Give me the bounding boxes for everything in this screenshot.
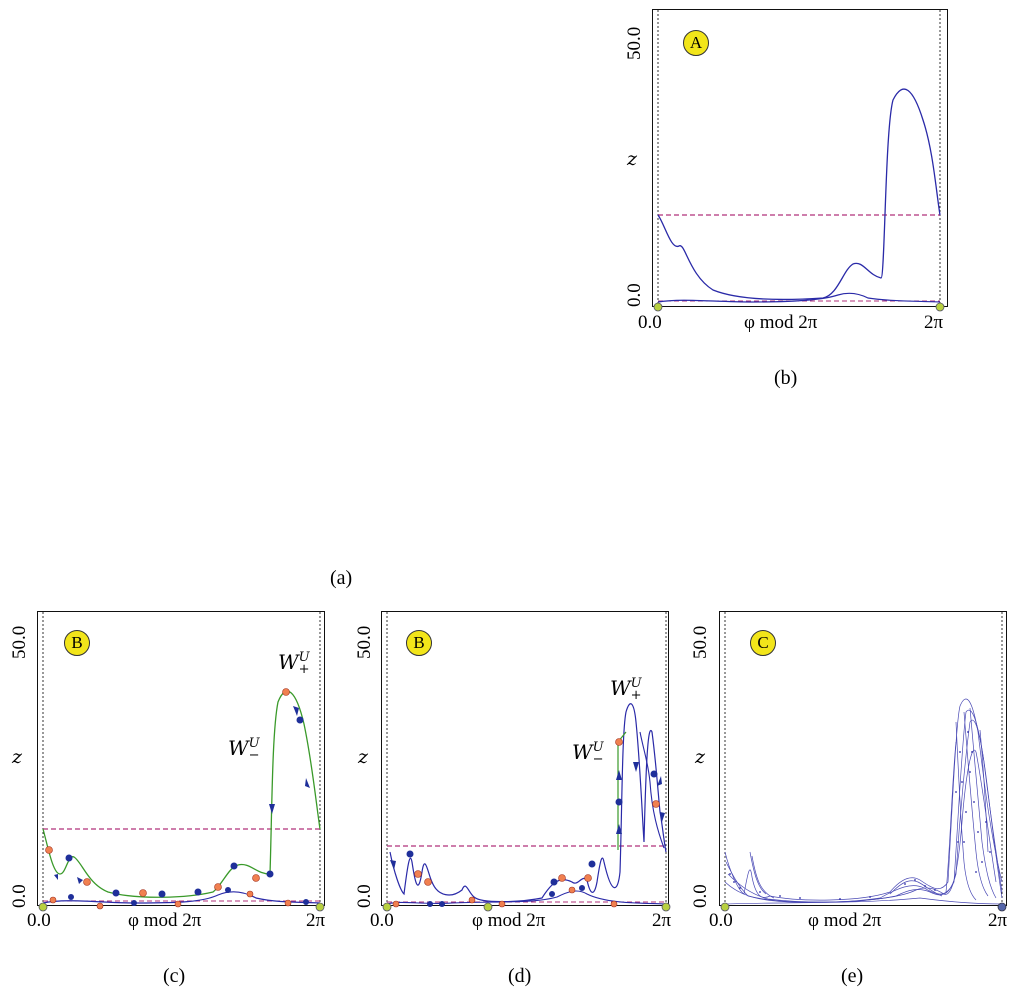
panel-c-w-minus-label: WU − xyxy=(228,735,260,763)
panel-c-w-plus-label: WU + xyxy=(278,649,310,677)
panel-d-caption: (d) xyxy=(508,965,532,987)
panel-d-ylabel: z xyxy=(358,746,369,768)
panel-d-xtick-right: 2π xyxy=(652,910,672,931)
panel-d-ytick-bottom: 0.0 xyxy=(354,884,375,908)
panel-c-ylabel: z xyxy=(12,746,23,768)
panel-b-xtick-left: 0.0 xyxy=(638,312,662,333)
panel-e-xtick-left: 0.0 xyxy=(709,910,733,931)
panel-d-plot-area: B WU + WU − xyxy=(381,611,671,912)
panel-b-ylabel: z xyxy=(627,148,638,170)
panel-b-ytick-bottom: 0.0 xyxy=(624,283,645,307)
panel-c-xtick-right: 2π xyxy=(306,910,326,931)
figure-label-a: (a) xyxy=(330,567,353,589)
panel-c-xtick-left: 0.0 xyxy=(27,910,51,931)
panel-e-badge: C xyxy=(750,630,776,656)
panel-d-ytick-top: 50.0 xyxy=(354,625,375,659)
panel-d-badge: B xyxy=(406,630,432,656)
panel-c-caption: (c) xyxy=(163,965,186,987)
panel-e-caption: (e) xyxy=(841,965,864,987)
panel-e-plot-area: C xyxy=(719,611,1007,912)
panel-e-ytick-top: 50.0 xyxy=(690,625,711,659)
panel-e-xtick-right: 2π xyxy=(988,910,1008,931)
panel-c-ytick-top: 50.0 xyxy=(9,625,30,659)
panel-b-curves xyxy=(653,10,945,312)
panel-d-w-plus-label: WU + xyxy=(610,675,642,703)
panel-b-ytick-top: 50.0 xyxy=(624,26,645,60)
panel-c-badge: B xyxy=(64,630,90,656)
panel-d-curves xyxy=(382,612,671,912)
panel-b-caption: (b) xyxy=(774,367,798,389)
panel-c-xlabel: φ mod 2π xyxy=(128,910,202,931)
panel-b-xtick-right: 2π xyxy=(924,312,944,333)
panel-e-scatter xyxy=(720,612,1007,912)
panel-e-ytick-bottom: 0.0 xyxy=(690,884,711,908)
panel-b-badge: A xyxy=(683,30,709,56)
panel-b-plot-area: A xyxy=(652,9,948,312)
panel-b-xlabel: φ mod 2π xyxy=(744,312,818,333)
panel-e-xlabel: φ mod 2π xyxy=(808,910,882,931)
panel-d-w-minus-label: WU − xyxy=(572,739,604,767)
panel-c-curves xyxy=(38,612,325,912)
panel-c-plot-area: B WU + WU − xyxy=(37,611,325,912)
panel-d-xtick-left: 0.0 xyxy=(370,910,394,931)
panel-d-xlabel: φ mod 2π xyxy=(472,910,546,931)
panel-e-ylabel: z xyxy=(695,746,706,768)
panel-c-ytick-bottom: 0.0 xyxy=(9,884,30,908)
